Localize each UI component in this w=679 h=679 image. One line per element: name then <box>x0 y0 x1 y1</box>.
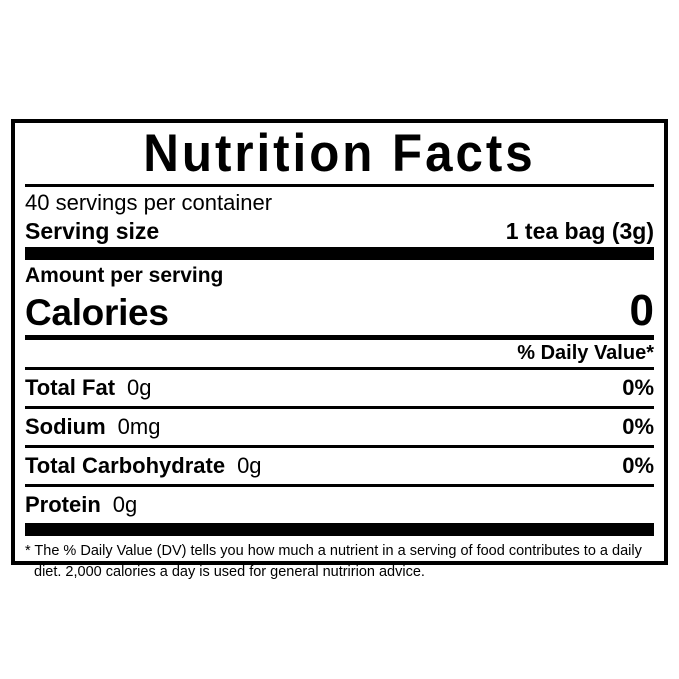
servings-per-container: 40 servings per container <box>25 190 273 215</box>
calories-label: Calories <box>25 292 169 333</box>
nutrient-daily-value: 0% <box>622 375 654 400</box>
page-title: Nutrition Facts <box>143 124 536 183</box>
divider-under-title <box>25 184 654 187</box>
nutrient-name: Total Fat <box>25 375 116 400</box>
divider-under-dv-header <box>25 367 654 370</box>
divider-row-3 <box>25 484 654 487</box>
nutrient-label: Sodium 0mg <box>25 414 160 440</box>
table-row: Total Fat 0g 0% <box>25 370 654 406</box>
nutrient-name: Protein <box>25 492 101 517</box>
daily-value-header: % Daily Value* <box>517 342 654 364</box>
calories-value: 0 <box>629 286 654 335</box>
divider-row-2 <box>25 445 654 448</box>
amount-per-serving-label: Amount per serving <box>25 264 224 287</box>
divider-thick-bottom <box>25 523 654 536</box>
nutrient-name: Sodium <box>25 414 106 439</box>
calories-row: Calories 0 <box>25 289 654 335</box>
nutrient-label: Total Carbohydrate 0g <box>25 453 262 479</box>
divider-row-1 <box>25 406 654 409</box>
nutrient-amount: 0g <box>127 375 152 400</box>
nutrient-amount: 0g <box>237 453 262 478</box>
serving-size-row: Serving size 1 tea bag (3g) <box>25 216 654 247</box>
daily-value-footnote: * The % Daily Value (DV) tells you how m… <box>25 543 642 580</box>
nutrient-label: Total Fat 0g <box>25 375 152 401</box>
label-inner: Nutrition Facts 40 servings per containe… <box>15 123 664 580</box>
table-row: Total Carbohydrate 0g 0% <box>25 448 654 484</box>
divider-under-calories <box>25 335 654 340</box>
table-row: Sodium 0mg 0% <box>25 409 654 445</box>
nutrient-amount: 0mg <box>117 414 161 439</box>
nutrition-facts-label: Nutrition Facts 40 servings per containe… <box>11 119 668 580</box>
nutrient-amount: 0g <box>112 492 138 517</box>
table-row: Protein 0g <box>25 487 654 523</box>
divider-thick-top <box>25 247 654 260</box>
nutrient-name: Total Carbohydrate <box>25 453 226 478</box>
nutrient-label: Protein 0g <box>25 492 137 518</box>
serving-size-value: 1 tea bag (3g) <box>505 218 654 244</box>
serving-size-label: Serving size <box>25 218 160 244</box>
nutrient-daily-value: 0% <box>622 414 654 439</box>
nutrient-daily-value: 0% <box>622 453 654 478</box>
